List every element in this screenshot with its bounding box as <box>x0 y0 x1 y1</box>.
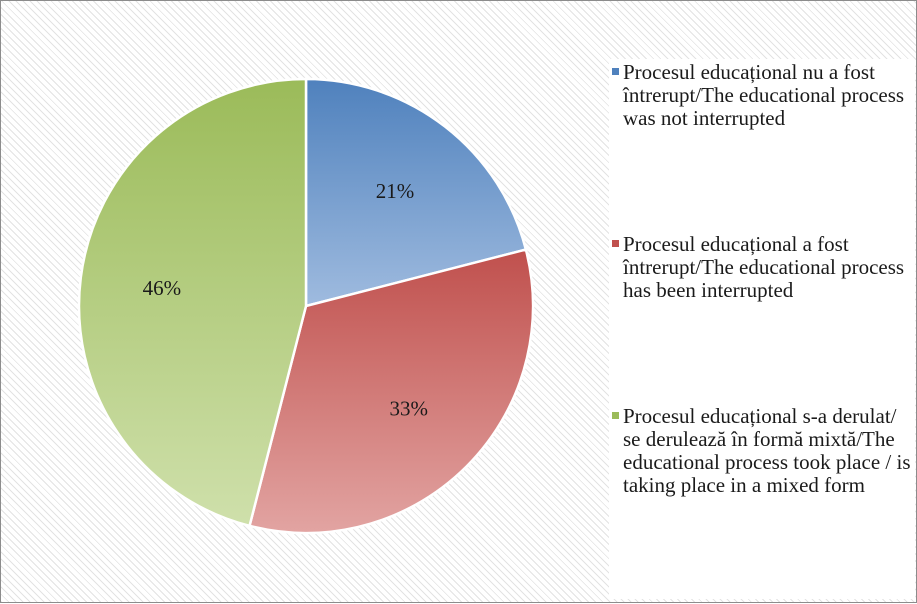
legend-label: Procesul educațional s-a derulat/ se der… <box>623 404 911 497</box>
legend-swatch-blue <box>612 68 619 75</box>
legend-swatch-red <box>612 240 619 247</box>
pie-label-interrupted: 33% <box>389 397 428 421</box>
legend: Procesul educațional nu a fost întrerupt… <box>609 59 915 599</box>
pie-slice-interrupted <box>248 248 535 535</box>
legend-label: Procesul educațional a fost întrerupt/Th… <box>623 232 905 302</box>
pie-slice-mixed-form <box>77 77 308 528</box>
legend-label: Procesul educațional nu a fost întrerupt… <box>623 60 905 130</box>
pie-label-mixed-form: 46% <box>143 276 182 300</box>
legend-swatch-green <box>612 412 619 419</box>
pie-label-not-interrupted: 21% <box>376 179 415 203</box>
pie-slice-not-interrupted <box>304 77 528 308</box>
